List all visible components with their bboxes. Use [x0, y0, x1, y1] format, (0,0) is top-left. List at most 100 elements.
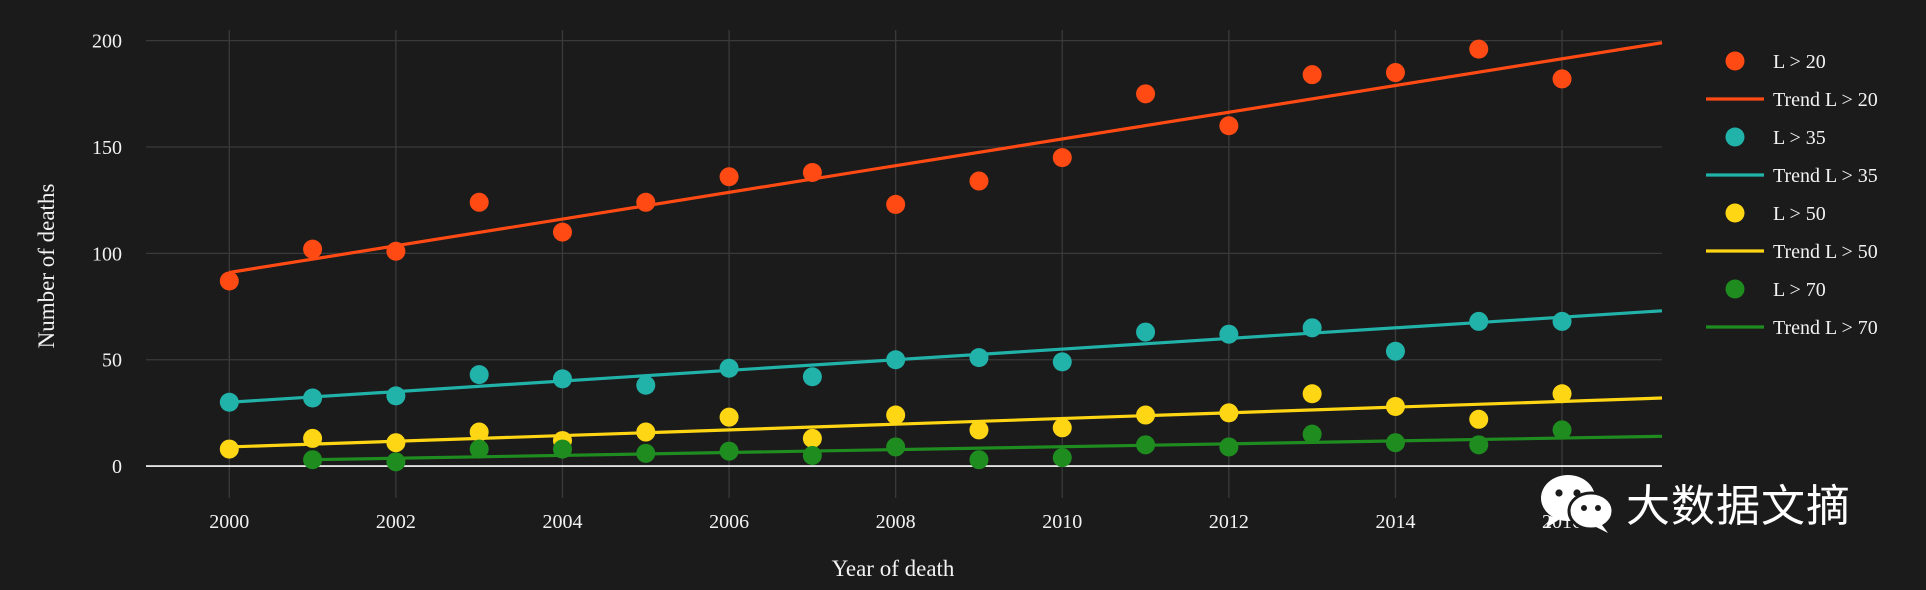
data-point: [1302, 65, 1322, 85]
data-point: [386, 241, 406, 261]
legend[interactable]: L > 20 Trend L > 20 L > 35 Trend L > 35 L > …: [1706, 51, 1878, 339]
data-point: [719, 167, 739, 187]
data-point: [886, 194, 906, 214]
legend-marker-swatch: [1725, 127, 1745, 147]
data-point: [1469, 311, 1489, 331]
x-tick-label: 2000: [209, 511, 249, 533]
data-point: [219, 439, 239, 459]
legend-item[interactable]: Trend L > 70: [1706, 317, 1878, 339]
data-point: [1136, 435, 1156, 455]
x-tick-label: 2006: [709, 511, 749, 533]
legend-item[interactable]: Trend L > 20: [1706, 89, 1878, 111]
data-point: [469, 365, 489, 385]
legend-label: L > 20: [1773, 51, 1826, 73]
data-point: [969, 171, 989, 191]
legend-item[interactable]: L > 50: [1725, 203, 1826, 225]
x-tick-label: 2008: [876, 511, 916, 533]
data-point: [1136, 84, 1156, 104]
data-point: [1552, 311, 1572, 331]
data-point: [1219, 403, 1239, 423]
data-point: [969, 348, 989, 368]
legend-label: L > 70: [1773, 279, 1826, 301]
y-tick-label: 200: [92, 31, 122, 53]
y-tick-label: 150: [92, 137, 122, 159]
x-tick-label: 2002: [376, 511, 416, 533]
data-point: [386, 433, 406, 453]
data-point: [1385, 433, 1405, 453]
data-point: [469, 192, 489, 212]
legend-item[interactable]: Trend L > 35: [1706, 165, 1878, 187]
data-point: [636, 443, 656, 463]
data-point: [1052, 352, 1072, 372]
y-axis-title: Number of deaths: [34, 184, 59, 349]
data-point: [636, 192, 656, 212]
legend-label: L > 35: [1773, 127, 1826, 149]
legend-item[interactable]: L > 20: [1725, 51, 1826, 73]
grid: [146, 30, 1662, 498]
y-tick-label: 0: [112, 456, 122, 478]
data-point: [802, 445, 822, 465]
data-point: [552, 369, 572, 389]
data-point: [303, 450, 323, 470]
data-point: [1552, 384, 1572, 404]
data-point: [802, 428, 822, 448]
data-point: [969, 420, 989, 440]
data-point: [1552, 69, 1572, 89]
legend-marker-swatch: [1725, 203, 1745, 223]
data-point: [1302, 424, 1322, 444]
data-point: [719, 441, 739, 461]
data-point: [802, 367, 822, 387]
data-point: [969, 450, 989, 470]
data-point: [1552, 420, 1572, 440]
data-point: [1385, 397, 1405, 417]
data-point: [1385, 63, 1405, 83]
legend-item[interactable]: L > 70: [1725, 279, 1826, 301]
trend-line-5: [229, 396, 1663, 449]
data-point: [1052, 148, 1072, 168]
data-point: [1302, 384, 1322, 404]
legend-marker-swatch: [1725, 51, 1745, 71]
data-point: [1136, 322, 1156, 342]
watermark: 大数据文摘: [1538, 470, 1851, 534]
data-point: [469, 439, 489, 459]
legend-label: Trend L > 50: [1773, 241, 1878, 263]
data-point: [1219, 437, 1239, 457]
data-point: [1052, 418, 1072, 438]
legend-item[interactable]: Trend L > 50: [1706, 241, 1878, 263]
legend-item[interactable]: L > 35: [1725, 127, 1826, 149]
data-point: [719, 358, 739, 378]
data-point: [1219, 116, 1239, 136]
x-tick-label: 2004: [542, 511, 582, 533]
data-point: [636, 422, 656, 442]
x-tick-label: 2012: [1209, 511, 1249, 533]
legend-label: L > 50: [1773, 203, 1826, 225]
legend-marker-swatch: [1725, 279, 1745, 299]
data-point: [386, 452, 406, 472]
data-point: [1469, 435, 1489, 455]
data-point: [636, 375, 656, 395]
legend-label: Trend L > 20: [1773, 89, 1878, 111]
data-point: [219, 392, 239, 412]
data-point: [719, 407, 739, 427]
data-point: [1052, 448, 1072, 468]
data-point: [886, 405, 906, 425]
legend-label: Trend L > 35: [1773, 165, 1878, 187]
trend-line-3: [229, 309, 1663, 404]
plot-area: [219, 39, 1663, 472]
data-point: [303, 239, 323, 259]
data-point: [1219, 324, 1239, 344]
data-point: [1469, 39, 1489, 59]
data-point: [386, 386, 406, 406]
data-point: [552, 439, 572, 459]
data-point: [886, 437, 906, 457]
data-point: [552, 222, 572, 242]
data-point: [469, 422, 489, 442]
data-point: [303, 388, 323, 408]
x-axis-title: Year of death: [832, 556, 955, 581]
data-point: [1136, 405, 1156, 425]
trend-line-1: [229, 41, 1663, 275]
data-point: [1302, 318, 1322, 338]
watermark-text: 大数据文摘: [1626, 481, 1851, 532]
axes: 2000 2002 2004 2006 2008 2010 2012 2014 20160501…: [92, 31, 1582, 533]
